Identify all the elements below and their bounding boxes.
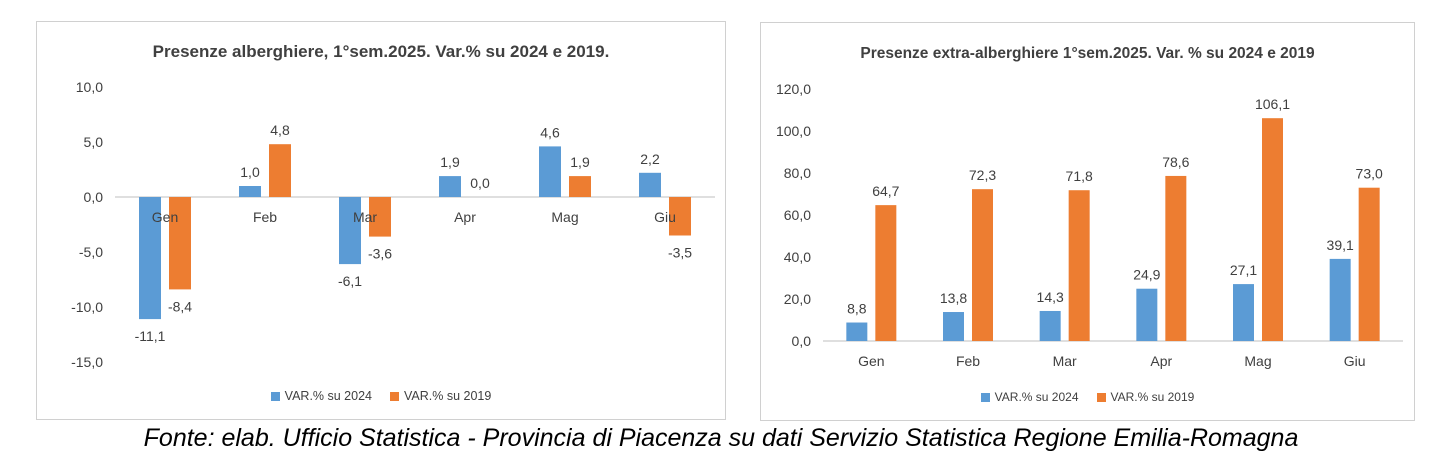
bar-2019-mar xyxy=(369,197,391,237)
y-tick-label: 20,0 xyxy=(784,291,811,307)
legend-item-2024: VAR.% su 2024 xyxy=(980,390,1079,404)
bar-2024-feb xyxy=(239,186,261,197)
bar-2019-giu xyxy=(669,197,691,236)
data-label: 72,3 xyxy=(969,167,996,183)
y-tick-label: 0,0 xyxy=(84,189,104,205)
bar-2019-gen xyxy=(875,205,897,341)
y-tick-label: 40,0 xyxy=(784,249,811,265)
chart-right-plot: 120,0 100,0 80,0 60,0 40,0 20,0 0,0 8,8 13,8 14,3… xyxy=(776,81,1403,369)
y-tick-label: 80,0 xyxy=(784,165,811,181)
data-label: 13,8 xyxy=(940,290,967,306)
data-label: 106,1 xyxy=(1255,96,1290,112)
y-tick-label: 5,0 xyxy=(84,134,104,150)
data-label: 1,9 xyxy=(570,154,590,170)
y-tick-label: 60,0 xyxy=(784,207,811,223)
data-label: 4,6 xyxy=(540,124,560,140)
legend-item-2024: VAR.% su 2024 xyxy=(270,389,372,403)
bar-2024-apr xyxy=(1136,288,1158,341)
data-label: 1,9 xyxy=(440,154,460,170)
chart-right-panel: Presenze extra-alberghiere 1°sem.2025. V… xyxy=(760,22,1415,421)
y-tick-label: 100,0 xyxy=(776,123,811,139)
bar-2024-mar xyxy=(339,197,361,265)
data-label: 24,9 xyxy=(1133,267,1160,283)
legend-label: VAR.% su 2024 xyxy=(994,390,1079,404)
bar-2019-gen xyxy=(169,197,191,290)
data-label: 39,1 xyxy=(1327,237,1354,253)
legend-label: VAR.% su 2019 xyxy=(404,389,492,403)
bar-2024-giu xyxy=(639,172,661,197)
bar-2019-feb xyxy=(972,189,993,341)
chart-right-title: Presenze extra-alberghiere 1°sem.2025. V… xyxy=(860,45,1315,62)
data-label: 4,8 xyxy=(270,122,290,138)
category-label: Mar xyxy=(353,209,377,225)
category-label: Mag xyxy=(551,209,578,225)
category-label: Feb xyxy=(956,353,980,369)
chart-left-plot: 10,0 5,0 0,0 -5,0 -10,0 -15,0 -11,1 1,0 -6,1 1,9 4… xyxy=(71,79,715,370)
bar-2019-feb xyxy=(269,144,291,197)
y-tick-label: 0,0 xyxy=(792,333,812,349)
data-label: 73,0 xyxy=(1356,166,1383,182)
data-label: 2,2 xyxy=(640,151,660,167)
data-label: 8,8 xyxy=(847,301,867,317)
chart-left-title: Presenze alberghiere, 1°sem.2025. Var.% … xyxy=(152,42,610,61)
data-label: 14,3 xyxy=(1037,289,1064,305)
legend-item-2019: VAR.% su 2019 xyxy=(1096,390,1195,404)
data-label: -3,5 xyxy=(668,245,692,261)
bar-2024-mag xyxy=(1233,284,1254,341)
data-label: 27,1 xyxy=(1230,262,1257,278)
category-label: Gen xyxy=(152,209,178,225)
category-label: Giu xyxy=(1344,353,1366,369)
chart-right-legend: VAR.% su 2024 VAR.% su 2019 xyxy=(761,390,1414,404)
source-footer: Fonte: elab. Ufficio Statistica - Provin… xyxy=(143,424,1299,452)
bar-2024-feb xyxy=(943,312,964,341)
category-label: Mar xyxy=(1053,353,1077,369)
data-label: 1,0 xyxy=(240,164,260,180)
legend-item-2019: VAR.% su 2019 xyxy=(390,389,491,403)
y-tick-label: -15,0 xyxy=(71,354,103,370)
category-label: Apr xyxy=(1150,353,1172,369)
bar-2024-gen xyxy=(139,197,161,320)
bar-2019-apr xyxy=(1165,175,1187,341)
category-label: Gen xyxy=(858,353,884,369)
chart-left-legend: VAR.% su 2024 VAR.% su 2019 xyxy=(37,389,725,403)
legend-label: VAR.% su 2019 xyxy=(1110,390,1195,404)
legend-swatch-blue xyxy=(270,391,280,401)
bar-2024-giu xyxy=(1329,258,1351,341)
y-tick-label: 10,0 xyxy=(76,79,103,95)
legend-swatch-blue xyxy=(980,392,990,402)
data-label: 78,6 xyxy=(1162,154,1189,170)
y-tick-label: -10,0 xyxy=(71,299,103,315)
bar-2019-mag xyxy=(569,176,591,197)
data-label: -6,1 xyxy=(338,273,362,289)
chart-left-panel: Presenze alberghiere, 1°sem.2025. Var.% … xyxy=(36,21,726,420)
category-label: Giu xyxy=(654,209,676,225)
data-label: 64,7 xyxy=(872,183,899,199)
bar-2024-apr xyxy=(439,176,461,197)
legend-label: VAR.% su 2024 xyxy=(284,389,372,403)
y-tick-label: -5,0 xyxy=(79,244,103,260)
data-label: -3,6 xyxy=(368,246,392,262)
bar-2019-mar xyxy=(1068,190,1090,341)
data-label: 0,0 xyxy=(470,175,490,191)
data-label: 71,8 xyxy=(1066,168,1093,184)
bar-2024-gen xyxy=(846,322,868,341)
data-label: -11,1 xyxy=(135,328,166,344)
category-label: Apr xyxy=(454,209,476,225)
data-label: -8,4 xyxy=(168,298,192,314)
legend-swatch-orange xyxy=(390,391,399,401)
legend-swatch-orange xyxy=(1096,392,1106,402)
bar-2024-mar xyxy=(1039,310,1061,341)
y-tick-label: 120,0 xyxy=(776,81,811,97)
category-label: Feb xyxy=(253,209,277,225)
category-label: Mag xyxy=(1244,353,1271,369)
bar-2024-mag xyxy=(539,146,561,197)
bar-2019-mag xyxy=(1262,118,1283,341)
bar-2019-giu xyxy=(1358,187,1380,341)
